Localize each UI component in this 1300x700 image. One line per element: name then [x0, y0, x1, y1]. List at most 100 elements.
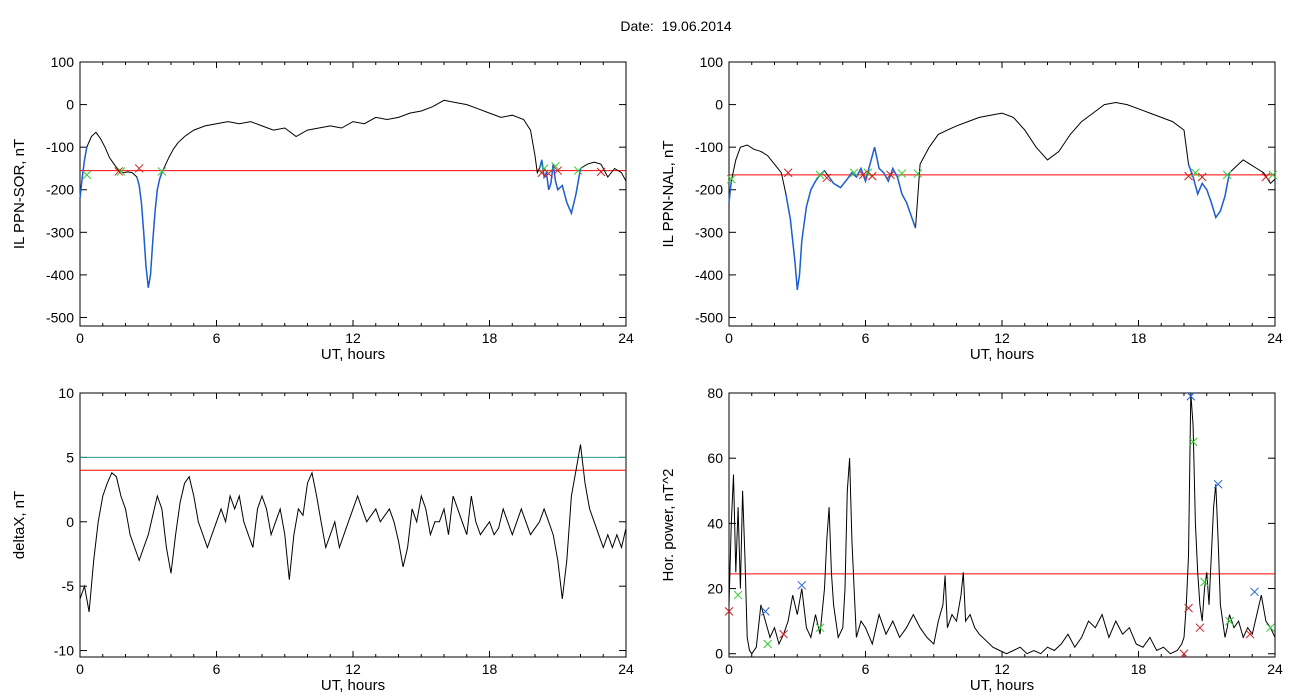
power-y-axis-label: Hor. power, nT^2 — [660, 469, 677, 582]
nal-cross-marker — [1222, 170, 1232, 180]
power-cross-marker — [1200, 577, 1209, 587]
power-cross-marker — [1195, 623, 1205, 633]
sor-highlight-segment — [79, 147, 88, 199]
sor-ytick-label: -300 — [46, 224, 74, 240]
deltax-x-axis-label: UT, hours — [321, 677, 385, 694]
sor-cross-marker — [134, 164, 144, 173]
power-series-line — [728, 392, 1276, 655]
sor-cross-marker — [573, 166, 583, 175]
nal-cross-marker — [849, 168, 859, 178]
sor-xtick-label: 18 — [482, 330, 498, 346]
nal-cross-marker — [913, 169, 923, 178]
nal-ytick-label: -500 — [695, 309, 723, 325]
deltax-xtick-label: 24 — [618, 661, 634, 677]
deltax-series-line — [79, 444, 627, 612]
deltax-xtick-label: 0 — [76, 661, 84, 677]
power-ytick-label: 0 — [715, 646, 723, 662]
power-cross-marker — [1225, 616, 1234, 626]
nal-cross-marker — [1268, 170, 1278, 180]
sor-plot-frame — [79, 61, 627, 327]
power-cross-marker — [1245, 629, 1255, 639]
power-x-axis-label: UT, hours — [970, 677, 1034, 694]
nal-xtick-label: 12 — [994, 330, 1010, 346]
nal-cross-marker — [1197, 172, 1207, 182]
sor-cross-marker — [114, 167, 124, 176]
deltax-ytick-label: 0 — [66, 514, 74, 530]
nal-cross-marker — [815, 170, 825, 180]
page-title: Date: 19.06.2014 — [620, 18, 732, 34]
power-ytick-label: 80 — [707, 385, 723, 401]
sor-xtick-label: 6 — [213, 330, 221, 346]
nal-cross-marker — [783, 168, 793, 178]
power-cross-marker — [815, 623, 825, 633]
deltax-xtick-label: 12 — [345, 661, 361, 677]
power-cross-marker — [761, 607, 770, 616]
nal-xtick-label: 18 — [1131, 330, 1147, 346]
sor-y-axis-label: IL PPN-SOR, nT — [11, 139, 28, 249]
nal-ytick-label: -400 — [695, 267, 723, 283]
nal-cross-marker — [867, 171, 877, 181]
deltax-xtick-label: 18 — [482, 661, 498, 677]
sor-cross-marker — [553, 166, 563, 175]
nal-highlight-segment — [1187, 163, 1231, 220]
sor-cross-marker — [116, 167, 126, 176]
sor-highlight-segment — [136, 167, 165, 288]
sor-xtick-label: 24 — [618, 330, 634, 346]
nal-highlight-segment — [828, 147, 917, 229]
nal-cross-marker — [897, 169, 907, 178]
nal-series-line — [728, 101, 1276, 290]
deltax-ytick-label: 5 — [66, 449, 74, 465]
nal-ytick-label: -100 — [695, 139, 723, 155]
nal-xtick-label: 6 — [862, 330, 870, 346]
power-cross-marker — [1179, 649, 1189, 659]
nal-plot-frame — [728, 61, 1276, 327]
power-xtick-label: 12 — [994, 661, 1010, 677]
power-ytick-label: 60 — [707, 450, 723, 466]
nal-y-axis-label: IL PPN-NAL, nT — [660, 141, 677, 248]
deltax-xtick-label: 6 — [213, 661, 221, 677]
nal-cross-marker — [886, 170, 895, 180]
nal-cross-marker — [822, 173, 832, 183]
nal-ytick-label: 0 — [715, 97, 723, 113]
power-ytick-label: 40 — [707, 515, 723, 531]
power-panel: 0 6 12 18 24 80 60 40 20 0 UT, hours Hor. power, nT… — [660, 385, 1283, 694]
power-xtick-label: 18 — [1131, 661, 1147, 677]
nal-cross-marker — [1191, 168, 1200, 178]
sor-series-line — [79, 99, 627, 288]
nal-cross-marker — [1184, 171, 1193, 181]
sor-ytick-label: 100 — [51, 54, 75, 70]
power-xtick-label: 6 — [862, 661, 870, 677]
sor-highlight-segment — [538, 159, 582, 216]
power-cross-marker — [797, 580, 807, 590]
sor-panel: 0 6 12 18 24 100 0 -100 -200 -300 -400 -500 UT, hour… — [11, 54, 634, 363]
sor-cross-marker — [596, 167, 606, 177]
power-cross-marker — [1186, 391, 1196, 401]
sor-cross-marker — [157, 167, 167, 176]
nal-ytick-label: 100 — [700, 54, 724, 70]
power-ytick-label: 20 — [707, 581, 723, 597]
power-cross-marker — [1184, 603, 1193, 613]
nal-xtick-label: 24 — [1267, 330, 1283, 346]
nal-cross-marker — [1261, 172, 1271, 182]
nal-xtick-label: 0 — [725, 330, 733, 346]
sor-cross-marker — [544, 169, 554, 178]
deltax-ytick-label: -10 — [54, 643, 74, 659]
power-cross-marker — [733, 590, 743, 600]
deltax-plot-frame — [79, 392, 627, 658]
deltax-panel: 0 6 12 18 24 10 5 0 -5 -10 UT, hours deltaX, nT — [11, 385, 634, 694]
sor-ytick-label: -200 — [46, 182, 74, 198]
nal-cross-marker — [858, 170, 868, 180]
nal-ytick-label: -300 — [695, 224, 723, 240]
sor-ytick-label: -400 — [46, 267, 74, 283]
nal-highlight-segment — [728, 181, 733, 203]
sor-cross-marker — [82, 170, 92, 180]
power-cross-marker — [763, 639, 773, 649]
sor-ytick-label: -500 — [46, 309, 74, 325]
sor-cross-marker — [551, 161, 560, 171]
power-cross-marker — [1188, 437, 1198, 447]
nal-highlight-segment — [785, 170, 826, 290]
power-cross-marker — [1250, 587, 1259, 597]
power-cross-marker — [779, 629, 788, 639]
power-cross-marker — [1266, 623, 1275, 633]
